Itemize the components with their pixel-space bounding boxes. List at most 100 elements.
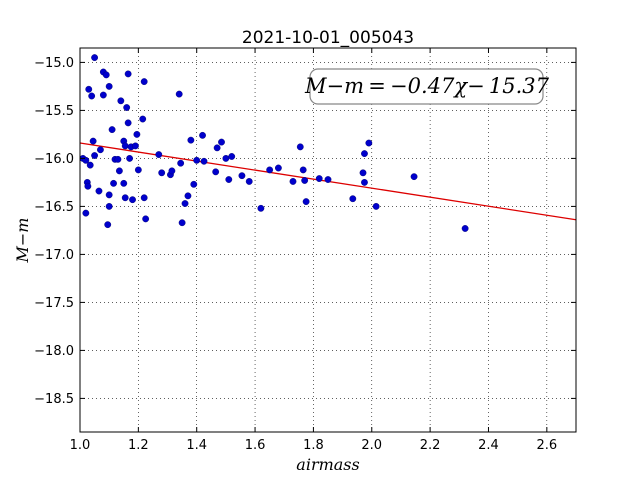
data-point [302, 198, 310, 206]
data-point [155, 151, 163, 158]
data-point [266, 166, 274, 174]
data-point [123, 104, 131, 111]
fit-equation-box: M−m = −0.47χ− 15.37 [304, 68, 550, 105]
data-point [132, 142, 139, 150]
data-point [91, 54, 98, 61]
data-point [301, 177, 309, 184]
data-point [361, 150, 368, 158]
data-point [315, 175, 323, 182]
data-point [289, 178, 297, 185]
data-point [110, 179, 117, 187]
y-tick-label: −15.0 [34, 56, 74, 71]
data-point [365, 139, 373, 147]
data-point [104, 221, 112, 229]
data-point [142, 215, 150, 223]
data-point [359, 169, 367, 177]
x-tick-label: 1.4 [186, 438, 207, 453]
y-axis-label: M−m [13, 218, 32, 264]
data-point [140, 194, 148, 202]
data-point [139, 115, 147, 123]
chart-title: 2021-10-01_005043 [242, 28, 414, 48]
data-point [228, 153, 236, 160]
data-point [218, 138, 225, 146]
y-tick-labels: −15.0 −15.5 −16.0 −16.5 −17.0 −17.5 −18.0 −18.5 [34, 56, 74, 407]
data-point [133, 130, 141, 138]
grid [79, 48, 576, 432]
data-point [361, 178, 368, 186]
x-tick-label: 2.6 [536, 438, 557, 453]
data-point [114, 155, 122, 163]
data-point [85, 85, 93, 93]
x-tick-label: 1.6 [245, 438, 266, 453]
data-point [187, 136, 195, 144]
data-point [193, 156, 201, 164]
fit-equation: M−m = −0.47χ− 15.37 [304, 74, 550, 98]
x-tick-label: 2.0 [361, 438, 382, 453]
y-tick-label: −16.5 [34, 200, 74, 215]
data-point [88, 92, 96, 100]
data-point [178, 219, 186, 227]
data-point [102, 71, 110, 79]
data-point [349, 195, 357, 203]
data-point [175, 90, 183, 98]
data-point [274, 164, 282, 172]
y-tick-label: −16.0 [34, 152, 74, 167]
x-tick-label: 1.8 [303, 438, 324, 453]
x-axis-label: airmass [296, 455, 359, 474]
data-point [105, 83, 113, 90]
data-point [212, 168, 220, 176]
data-point [245, 178, 253, 185]
axis-ticks [79, 48, 576, 432]
data-point [126, 154, 134, 162]
data-point [222, 154, 230, 162]
x-tick-label: 1.2 [128, 438, 149, 453]
y-tick-label: −15.5 [34, 104, 74, 119]
equation-box-frame [309, 68, 544, 105]
data-point [177, 159, 185, 167]
data-point [124, 70, 132, 78]
data-point [296, 143, 304, 151]
data-point [121, 142, 129, 150]
data-point [213, 144, 221, 152]
data-point [184, 192, 192, 200]
data-point [324, 176, 332, 183]
data-point [108, 126, 116, 134]
data-point [91, 152, 98, 159]
x-tick-label: 2.2 [420, 438, 441, 453]
data-point [140, 78, 148, 86]
data-point [372, 202, 380, 210]
data-point [117, 97, 125, 105]
data-point [99, 91, 107, 99]
data-point [225, 176, 233, 183]
x-tick-labels: 1.0 1.2 1.4 1.6 1.8 2.0 2.2 2.4 2.6 [70, 438, 558, 453]
data-point [115, 167, 123, 175]
data-point [105, 191, 113, 199]
data-point [199, 131, 206, 139]
data-point [238, 172, 246, 180]
data-point [84, 182, 92, 190]
data-point [461, 225, 469, 232]
y-tick-label: −17.0 [34, 248, 74, 263]
data-point [257, 204, 265, 212]
data-point [120, 179, 128, 187]
data-point [168, 167, 176, 175]
data-point [134, 166, 142, 174]
data-point [410, 173, 418, 181]
data-point [95, 187, 103, 195]
data-points [79, 54, 469, 232]
x-tick-label: 1.0 [70, 438, 91, 453]
y-tick-label: −17.5 [34, 296, 74, 311]
data-point [121, 194, 129, 202]
x-tick-label: 2.4 [478, 438, 499, 453]
data-point [158, 169, 166, 177]
data-point [86, 161, 94, 169]
data-point [97, 146, 104, 154]
data-point [181, 200, 189, 207]
data-point [129, 196, 136, 204]
data-point [299, 166, 307, 174]
data-point [200, 157, 208, 165]
plot-frame [79, 47, 577, 433]
data-point [124, 119, 132, 127]
